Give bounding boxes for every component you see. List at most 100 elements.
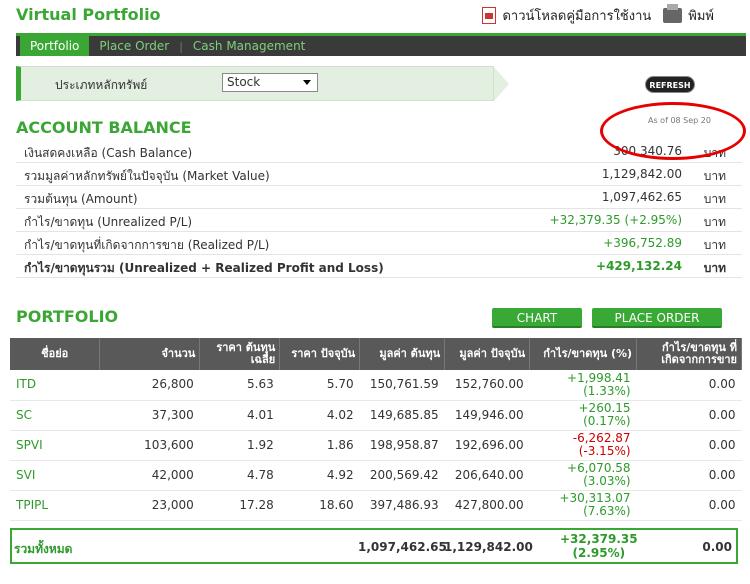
cell-cost-value: 150,761.59: [359, 370, 445, 401]
balance-label: กำไร/ขาดทุนรวม (Unrealized + Realized Pr…: [24, 261, 384, 275]
cell-avg-cost: 4.78: [199, 460, 280, 491]
refresh-button[interactable]: REFRESH: [645, 76, 695, 93]
table-row: SVI 42,000 4.78 4.92 200,569.42 206,640.…: [10, 460, 742, 491]
table-row: SC 37,300 4.01 4.02 149,685.85 149,946.0…: [10, 400, 742, 431]
cell-realized: 0.00: [636, 490, 742, 521]
balance-label: กำไร/ขาดทุน (Unrealized P/L): [24, 215, 193, 229]
download-manual-link[interactable]: ดาวน์โหลดคู่มือการใช้งาน: [502, 9, 652, 24]
pl-percent: (7.63%): [583, 504, 631, 518]
pl-percent: (3.03%): [583, 474, 631, 488]
cell-market-value: 427,800.00: [444, 490, 530, 521]
col-price: ราคา ปัจจุบัน: [279, 338, 361, 370]
col-realized: กำไร/ขาดทุน ที่ เกิดจากการขาย: [636, 338, 742, 370]
printer-icon[interactable]: [663, 4, 683, 23]
cell-pl: +260.15 (0.17%): [529, 400, 637, 431]
col-avg-cost: ราคา ต้นทุนเฉลี่ย: [199, 338, 281, 370]
cell-price: 5.70: [279, 370, 360, 401]
balance-row-realized: กำไร/ขาดทุนที่เกิดจากการขาย (Realized P/…: [16, 232, 742, 255]
balance-row-amount: รวมต้นทุน (Amount) 1,097,462.65 บาท: [16, 186, 742, 209]
balance-unit: บาท: [703, 169, 726, 183]
balance-label: รวมต้นทุน (Amount): [24, 192, 138, 206]
pl-percent: (1.33%): [583, 383, 631, 398]
account-balance-title: ACCOUNT BALANCE: [16, 118, 192, 137]
symbol-link[interactable]: SC: [10, 400, 100, 431]
cell-realized: 0.00: [636, 370, 742, 401]
portfolio-table: ชื่อย่อ จำนวน ราคา ต้นทุนเฉลี่ย ราคา ปัจ…: [10, 338, 742, 521]
total-label: รวมทั้งหมด: [14, 542, 73, 556]
pdf-icon: [482, 7, 497, 24]
cell-pl: +6,070.58 (3.03%): [529, 460, 637, 491]
symbol-link[interactable]: SPVI: [10, 430, 100, 461]
filter-arrow: [494, 67, 509, 101]
pl-value: +30,313.07: [559, 491, 631, 505]
total-market-value: 1,129,842.00: [444, 540, 533, 554]
main-nav: Portfolio Place Order | Cash Management: [16, 33, 746, 56]
total-cost-value: 1,097,462.65: [358, 540, 447, 554]
cell-avg-cost: 4.01: [199, 400, 280, 431]
col-qty: จำนวน: [99, 338, 201, 370]
symbol-link[interactable]: SVI: [10, 460, 100, 491]
balance-row-market-value: รวมมูลค่าหลักทรัพย์ในปัจจุบัน (Market Va…: [16, 163, 742, 186]
balance-label: รวมมูลค่าหลักทรัพย์ในปัจจุบัน (Market Va…: [24, 169, 270, 183]
chart-button[interactable]: CHART: [492, 308, 582, 328]
cell-cost-value: 149,685.85: [359, 400, 445, 431]
cell-avg-cost: 5.63: [199, 370, 280, 401]
tab-portfolio[interactable]: Portfolio: [20, 36, 90, 56]
symbol-link[interactable]: ITD: [10, 370, 100, 401]
cell-realized: 0.00: [636, 400, 742, 431]
cell-qty: 23,000: [99, 490, 200, 521]
cell-market-value: 149,946.00: [444, 400, 530, 431]
cell-qty: 42,000: [99, 460, 200, 491]
col-cost-value: มูลค่า ต้นทุน: [359, 338, 446, 370]
page-title: Virtual Portfolio: [16, 5, 161, 24]
balance-unit: บาท: [703, 215, 726, 229]
cell-price: 4.02: [279, 400, 360, 431]
cell-price: 18.60: [279, 490, 360, 521]
portfolio-total-row: รวมทั้งหมด 1,097,462.65 1,129,842.00 +32…: [10, 528, 738, 564]
pl-value: +1,998.41: [567, 370, 631, 385]
print-link[interactable]: พิมพ์: [688, 9, 714, 24]
balance-unit: บาท: [703, 261, 726, 275]
cell-market-value: 152,760.00: [444, 370, 530, 401]
cell-cost-value: 200,569.42: [359, 460, 445, 491]
total-pl: +32,379.35 (2.95%): [560, 532, 638, 560]
pl-value: +260.15: [578, 401, 631, 415]
balance-value: 1,129,842.00: [601, 167, 682, 181]
cell-market-value: 206,640.00: [444, 460, 530, 491]
tab-place-order[interactable]: Place Order: [99, 39, 170, 53]
cell-cost-value: 397,486.93: [359, 490, 445, 521]
cell-cost-value: 198,958.87: [359, 430, 445, 461]
cell-price: 1.86: [279, 430, 360, 461]
balance-value: +396,752.89: [603, 236, 682, 250]
balance-label: เงินสดคงเหลือ (Cash Balance): [24, 146, 193, 160]
balance-unit: บาท: [703, 192, 726, 206]
cell-realized: 0.00: [636, 460, 742, 491]
annotation-circle: [600, 102, 746, 160]
cell-qty: 37,300: [99, 400, 200, 431]
balance-label: กำไร/ขาดทุนที่เกิดจากการขาย (Realized P/…: [24, 238, 270, 252]
tab-cash-management[interactable]: Cash Management: [192, 39, 306, 53]
pl-percent: (-3.15%): [578, 444, 631, 458]
total-pl-value: +32,379.35: [560, 532, 638, 546]
balance-value: 1,097,462.65: [601, 190, 682, 204]
cell-price: 4.92: [279, 460, 360, 491]
cell-qty: 26,800: [99, 370, 200, 401]
pl-value: +6,070.58: [567, 461, 631, 475]
col-symbol: ชื่อย่อ: [10, 338, 101, 370]
total-pl-percent: (2.95%): [572, 546, 626, 560]
cell-realized: 0.00: [636, 430, 742, 461]
cell-pl: +1,998.41 (1.33%): [529, 370, 637, 401]
security-type-filter: ประเภทหลักทรัพย์ Stock: [16, 66, 509, 101]
table-header-row: ชื่อย่อ จำนวน ราคา ต้นทุนเฉลี่ย ราคา ปัจ…: [10, 338, 742, 370]
total-realized: 0.00: [702, 540, 732, 554]
place-order-button[interactable]: PLACE ORDER: [592, 308, 722, 328]
security-type-label: ประเภทหลักทรัพย์: [55, 78, 148, 92]
balance-value: +32,379.35 (+2.95%): [549, 213, 682, 227]
symbol-link[interactable]: TPIPL: [10, 490, 100, 521]
balance-unit: บาท: [703, 238, 726, 252]
table-row: ITD 26,800 5.63 5.70 150,761.59 152,760.…: [10, 370, 742, 401]
security-type-select[interactable]: Stock: [222, 73, 318, 92]
nav-separator: |: [179, 39, 183, 53]
col-market-value: มูลค่า ปัจจุบัน: [444, 338, 531, 370]
security-type-value: Stock: [227, 75, 261, 89]
